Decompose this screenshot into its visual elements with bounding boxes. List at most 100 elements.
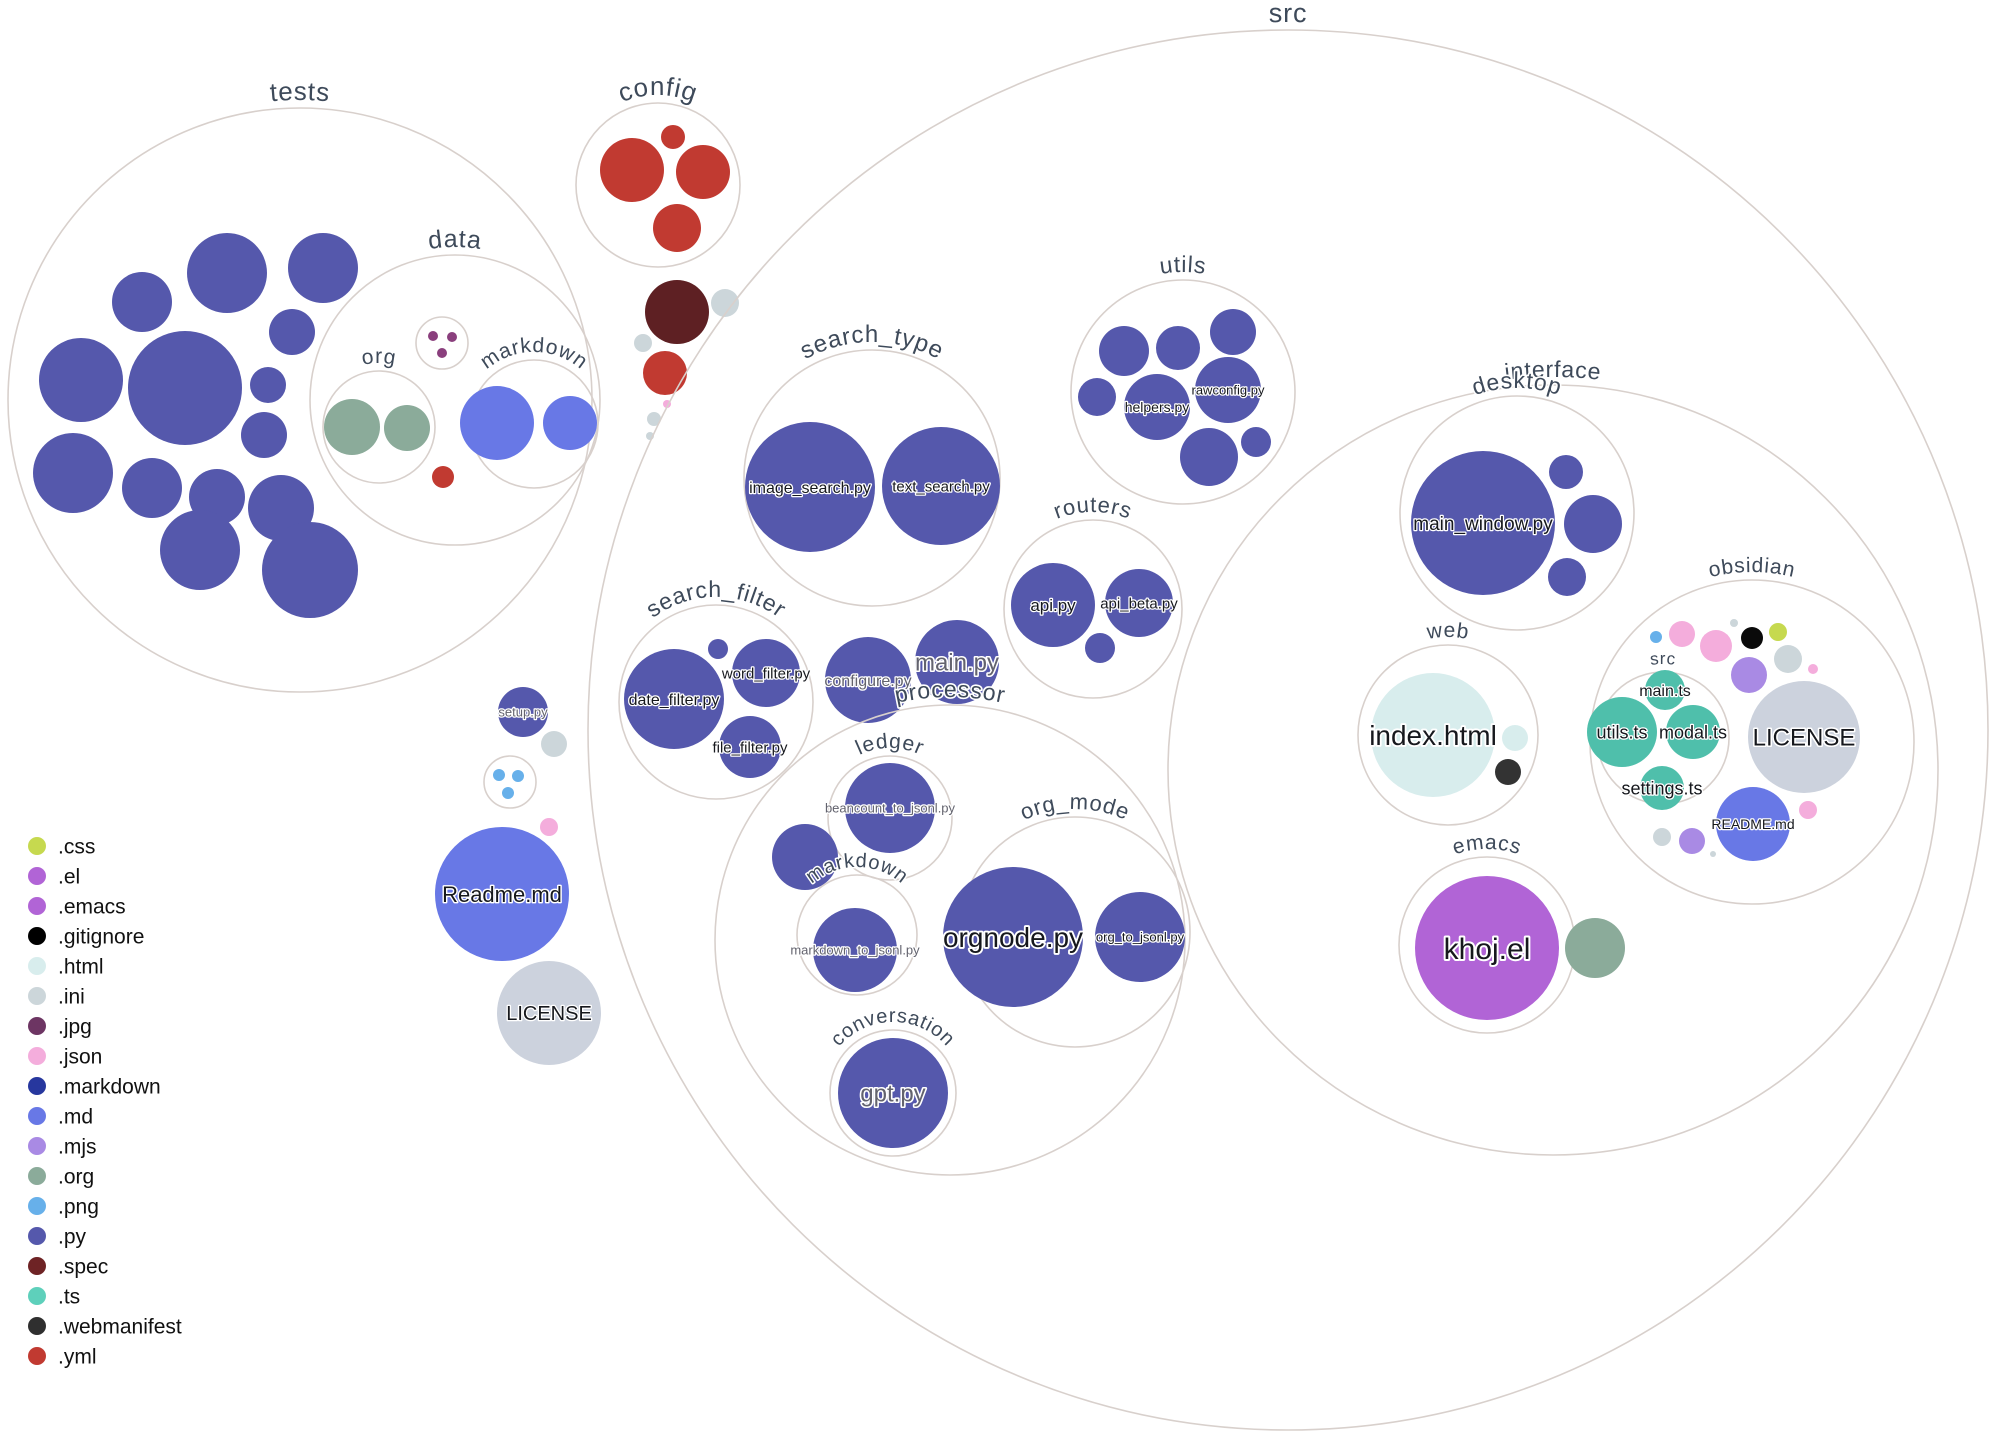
file-circle-jpg bbox=[428, 331, 438, 341]
dir-label-obsidian: obsidian bbox=[1706, 554, 1797, 582]
legend-item: .org bbox=[28, 1166, 94, 1189]
legend-item: .jpg bbox=[28, 1016, 92, 1039]
file-circle-setup.py bbox=[498, 687, 548, 737]
legend-label-spec: .spec bbox=[58, 1256, 108, 1279]
file-circle-py bbox=[1210, 309, 1256, 355]
file-circle-py bbox=[1099, 326, 1149, 376]
dir-circle-conversation bbox=[829, 1029, 957, 1157]
file-circle-json bbox=[1808, 664, 1818, 674]
legend-label-mjs: .mjs bbox=[58, 1136, 97, 1159]
legend-item: .el bbox=[28, 866, 80, 889]
dir-label-tests: tests bbox=[269, 76, 332, 107]
legend-item: .yml bbox=[28, 1346, 97, 1369]
file-circle-ini bbox=[541, 731, 567, 757]
legend-swatch-md bbox=[28, 1107, 46, 1125]
file-circle-webmanifest bbox=[1495, 759, 1521, 785]
file-circle-org bbox=[324, 399, 380, 455]
file-circle-khoj.el bbox=[1415, 876, 1559, 1020]
file-circle-mjs bbox=[1731, 657, 1767, 693]
file-circle-text_search.py bbox=[882, 427, 1000, 545]
file-circle-py bbox=[39, 338, 123, 422]
file-circle-py bbox=[1548, 558, 1586, 596]
legend-label-css: .css bbox=[58, 836, 95, 859]
file-circle-yml bbox=[676, 145, 730, 199]
legend-swatch-mjs bbox=[28, 1137, 46, 1155]
file-label-LICENSE: LICENSE bbox=[506, 1003, 592, 1025]
file-circle-py bbox=[708, 639, 728, 659]
file-circle-py bbox=[1085, 633, 1115, 663]
file-circle-LICENSE bbox=[497, 961, 601, 1065]
file-circle-image_search.py bbox=[745, 422, 875, 552]
file-circle-py bbox=[122, 458, 182, 518]
legend-item: .css bbox=[28, 836, 95, 859]
dir-circle-tests bbox=[7, 107, 593, 693]
legend-label-yml: .yml bbox=[58, 1346, 97, 1369]
file-circle-py bbox=[187, 233, 267, 313]
legend-swatch-yml bbox=[28, 1347, 46, 1365]
legend-item: .ts bbox=[28, 1286, 80, 1309]
file-circle-mjs bbox=[1679, 828, 1705, 854]
dir-circle-data bbox=[309, 254, 601, 546]
legend-item: .emacs bbox=[28, 896, 126, 919]
file-circle-py bbox=[262, 522, 358, 618]
file-circle-py bbox=[772, 824, 838, 890]
file-circle-png bbox=[493, 769, 505, 781]
file-circle-py bbox=[241, 412, 287, 458]
file-label-main.py: main.py bbox=[915, 650, 999, 677]
legend-item: .ini bbox=[28, 986, 85, 1009]
file-circle-main.py bbox=[915, 620, 999, 704]
file-circle-api_beta.py bbox=[1105, 569, 1173, 637]
file-label-LICENSE: LICENSE bbox=[1753, 725, 1856, 752]
file-label-date_filter.py: date_filter.py bbox=[629, 692, 720, 709]
dir-circle-web bbox=[1357, 644, 1539, 826]
file-label-setup.py: setup.py bbox=[498, 705, 548, 720]
legend-item: .gitignore bbox=[28, 926, 144, 949]
dir-circle-search_filter bbox=[618, 604, 814, 800]
file-label-Readme.md: Readme.md bbox=[442, 882, 562, 907]
file-label-api.py: api.py bbox=[1030, 596, 1076, 615]
file-circle-date_filter.py bbox=[624, 649, 724, 749]
legend-swatch-el bbox=[28, 867, 46, 885]
file-label-api_beta.py: api_beta.py bbox=[1100, 595, 1178, 612]
dir-circle-group bbox=[483, 755, 537, 809]
file-label-org_to_jsonl.py: org_to_jsonl.py bbox=[1096, 930, 1185, 945]
legend-item: .spec bbox=[28, 1256, 108, 1279]
file-circle-py bbox=[1241, 427, 1271, 457]
legend-item: .json bbox=[28, 1046, 102, 1069]
file-circle-json bbox=[1669, 621, 1695, 647]
dir-circle-desktop bbox=[1399, 395, 1635, 631]
legend-label-webmanifest: .webmanifest bbox=[58, 1316, 182, 1339]
file-circle-jpg bbox=[447, 332, 457, 342]
file-circle-configure.py bbox=[825, 637, 911, 723]
file-circle-utils.ts bbox=[1587, 697, 1657, 767]
dir-circle-org bbox=[322, 370, 436, 484]
dir-circle-src bbox=[587, 29, 1989, 1431]
file-circle-index.html bbox=[1371, 673, 1495, 797]
dir-circle-search_type bbox=[743, 349, 1001, 607]
file-circle-org bbox=[384, 405, 430, 451]
file-circle-py bbox=[1564, 495, 1622, 553]
file-circle-ini bbox=[647, 412, 661, 426]
file-circle-orgnode.py bbox=[943, 867, 1083, 1007]
file-circle-yml bbox=[661, 125, 685, 149]
dir-label-src: src bbox=[1268, 0, 1307, 28]
file-label-text_search.py: text_search.py bbox=[892, 478, 990, 495]
file-circle-README.md bbox=[1716, 787, 1790, 861]
dir-label-markdown: markdown bbox=[476, 334, 592, 374]
file-circle-py bbox=[33, 433, 113, 513]
file-label-file_filter.py: file_filter.py bbox=[712, 739, 788, 756]
file-circle-beancount_to_jsonl.py bbox=[845, 763, 935, 853]
legend: .css .el .emacs .gitignore .html .ini .jpg .jso… bbox=[28, 836, 182, 1369]
dir-label-interface: interface bbox=[1503, 356, 1603, 385]
legend-swatch-json bbox=[28, 1047, 46, 1065]
file-circle-LICENSE bbox=[1748, 681, 1860, 793]
file-circle-api.py bbox=[1011, 563, 1095, 647]
file-circle-helpers.py bbox=[1124, 374, 1190, 440]
file-label-rawconfig.py: rawconfig.py bbox=[1192, 383, 1265, 398]
file-label-helpers.py: helpers.py bbox=[1125, 399, 1190, 415]
file-label-index.html: index.html bbox=[1369, 720, 1497, 751]
file-circle-word_filter.py bbox=[732, 639, 800, 707]
legend-swatch-css bbox=[28, 837, 46, 855]
file-circle-main.ts bbox=[1645, 670, 1685, 710]
